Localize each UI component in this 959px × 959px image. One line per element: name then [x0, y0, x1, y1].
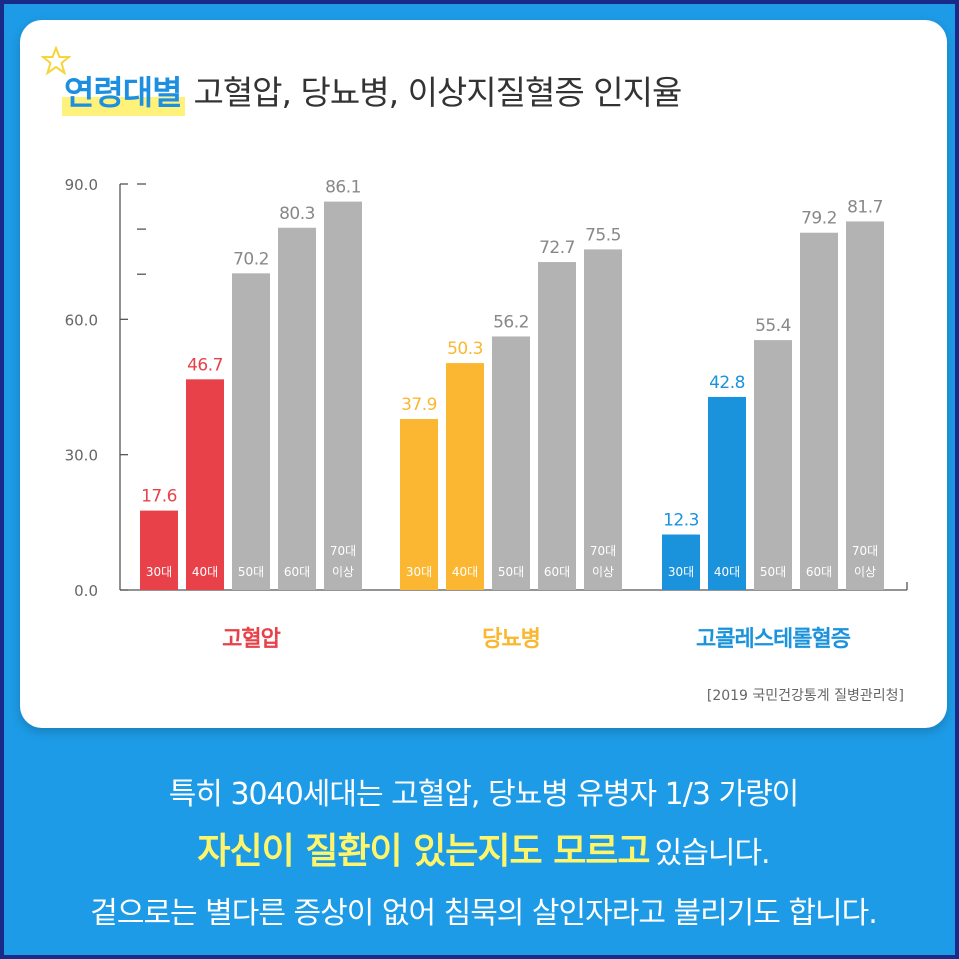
bar: [232, 273, 270, 590]
age-label: 60대: [806, 565, 832, 579]
y-tick-label: 0.0: [74, 582, 98, 600]
bar-value-label: 42.8: [709, 373, 745, 393]
age-label: 30대: [668, 565, 694, 579]
y-tick-label: 60.0: [65, 311, 98, 329]
bar-value-label: 81.7: [847, 197, 883, 217]
age-label: 60대: [544, 565, 570, 579]
y-tick-label: 30.0: [65, 447, 98, 465]
category-label: 고혈압: [222, 627, 280, 652]
bar: [140, 510, 178, 590]
star-icon: [41, 46, 71, 76]
bar-value-label: 80.3: [279, 204, 315, 224]
category-label: 당뇨병: [482, 627, 540, 652]
bar-value-label: 37.9: [401, 395, 437, 415]
bar: [754, 340, 792, 590]
bar: [846, 221, 884, 591]
age-label: 30대: [146, 565, 172, 579]
age-label: 70대: [590, 544, 616, 558]
category-label: 고콜레스테롤혈증: [696, 627, 851, 652]
age-label: 이상: [592, 565, 614, 579]
message-line-3: 겉으로는 별다른 증상이 없어 침묵의 살인자라고 불리기도 합니다.: [90, 896, 878, 931]
bar-value-label: 46.7: [187, 355, 223, 375]
source-note: [2019 국민건강통계 질병관리청]: [707, 688, 904, 704]
message-highlight: 자신이 질환이 있는지도 모르고: [197, 831, 650, 872]
age-label: 40대: [452, 565, 478, 579]
bar-value-label: 72.7: [539, 238, 575, 258]
age-label: 40대: [192, 565, 218, 579]
age-label: 60대: [284, 565, 310, 579]
age-label: 30대: [406, 565, 432, 579]
title-text: 고혈압, 당뇨병, 이상지질혈증 인지율: [193, 73, 682, 112]
bar: [708, 396, 746, 590]
age-label: 70대: [852, 544, 878, 558]
title-highlight: 연령대별: [62, 66, 186, 116]
bar-chart: 0.0 30.0 60.0 90.0 17.6 30대 46.7 40대 70.2 50대 80.3…: [65, 176, 908, 704]
bar: [186, 379, 224, 590]
bar: [278, 227, 316, 590]
bar: [800, 232, 838, 590]
age-label: 70대: [330, 544, 356, 558]
bar-value-label: 86.1: [325, 178, 361, 198]
age-label: 50대: [760, 565, 786, 579]
bar: [446, 363, 484, 590]
bar-value-label: 50.3: [447, 339, 483, 359]
bar: [492, 336, 530, 590]
y-tick-label: 90.0: [65, 176, 98, 194]
bar: [538, 262, 576, 590]
bar-value-label: 12.3: [663, 511, 699, 531]
age-label: 이상: [854, 565, 876, 579]
chart-title: 연령대별 고혈압, 당뇨병, 이상지질혈증 인지율: [62, 66, 682, 116]
bar: [584, 249, 622, 590]
age-label: 50대: [238, 565, 264, 579]
bar: [324, 201, 362, 591]
bar: [662, 534, 700, 590]
message-line-2: 자신이 질환이 있는지도 모르고 있습니다.: [4, 822, 959, 874]
age-label: 40대: [714, 565, 740, 579]
bar-value-label: 17.6: [141, 487, 177, 507]
bar-value-label: 56.2: [493, 312, 529, 332]
bar-value-label: 79.2: [801, 209, 837, 229]
bar-value-label: 75.5: [585, 225, 621, 245]
age-label: 50대: [498, 565, 524, 579]
bar-value-label: 55.4: [755, 316, 791, 336]
bar-value-label: 70.2: [233, 249, 269, 269]
message-line-1: 특히 3040세대는 고혈압, 당뇨병 유병자 1/3 가량이: [168, 777, 800, 812]
age-label: 이상: [332, 565, 354, 579]
bar: [400, 419, 438, 590]
message-line-2-rest: 있습니다.: [654, 836, 771, 871]
